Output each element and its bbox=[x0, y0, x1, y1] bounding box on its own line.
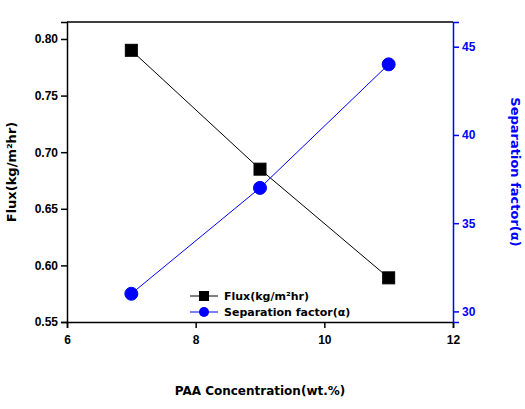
marker bbox=[125, 287, 138, 300]
tick-label: 0.65 bbox=[35, 202, 59, 216]
tick-mark bbox=[61, 152, 67, 154]
tick-label: 0.55 bbox=[35, 315, 59, 329]
tick: 35 bbox=[453, 217, 476, 231]
marker bbox=[125, 44, 137, 56]
tick-label: 0.80 bbox=[35, 32, 59, 46]
tick-mark bbox=[453, 46, 459, 48]
tick-label: 35 bbox=[462, 217, 476, 231]
tick-label: 12 bbox=[447, 333, 461, 347]
marker bbox=[382, 58, 395, 71]
tick: 6 bbox=[64, 322, 71, 347]
tick: 0.55 bbox=[35, 315, 67, 329]
marker bbox=[254, 163, 266, 175]
y-axis: 0.55 0.60 0.65 0.70 0.75 0.80 bbox=[35, 23, 68, 330]
tick: 0.60 bbox=[35, 259, 67, 273]
tick: 0.75 bbox=[35, 89, 67, 103]
tick-label: 30 bbox=[462, 305, 476, 319]
tick-label: 40 bbox=[462, 128, 476, 142]
axis-line bbox=[454, 23, 460, 323]
tick: 12 bbox=[447, 322, 461, 347]
legend-label: Flux(kg/m²hr) bbox=[224, 290, 309, 303]
tick-mark bbox=[61, 322, 67, 324]
tick-label: 6 bbox=[64, 333, 71, 347]
tick-label: 0.60 bbox=[35, 259, 59, 273]
tick-mark bbox=[61, 265, 67, 267]
axis-line bbox=[68, 323, 454, 329]
frame bbox=[67, 21, 453, 23]
plot: 6 8 10 12 0.55 0.60 0.65 0.70 0.75 0.80 30 35 40 45 Fl… bbox=[35, 22, 476, 347]
tick: 30 bbox=[453, 305, 476, 319]
tick-mark bbox=[61, 39, 67, 41]
tick-label: 45 bbox=[462, 40, 476, 54]
tick-mark bbox=[453, 135, 459, 137]
tick-mark bbox=[195, 322, 197, 328]
tick: 0.70 bbox=[35, 146, 67, 160]
tick: 8 bbox=[193, 322, 200, 347]
series-line bbox=[131, 50, 388, 278]
tick-mark bbox=[453, 311, 459, 313]
tick-label: 8 bbox=[193, 333, 200, 347]
chart: 6 8 10 12 0.55 0.60 0.65 0.70 0.75 0.80 30 35 40 45 Fl… bbox=[0, 0, 525, 409]
series-group bbox=[125, 44, 395, 300]
y2-axis: 30 35 40 45 bbox=[453, 23, 476, 323]
tick-label: 10 bbox=[318, 333, 332, 347]
tick: 40 bbox=[453, 128, 476, 142]
tick-label: 0.70 bbox=[35, 146, 59, 160]
tick: 10 bbox=[318, 322, 332, 347]
tick-mark bbox=[61, 209, 67, 211]
axis-line bbox=[61, 23, 68, 323]
legend-marker bbox=[199, 291, 209, 301]
tick-mark bbox=[61, 95, 67, 97]
legend-marker bbox=[199, 307, 209, 317]
marker bbox=[383, 272, 395, 284]
tick: 45 bbox=[453, 40, 476, 54]
marker bbox=[254, 181, 267, 194]
tick-label: 0.75 bbox=[35, 89, 59, 103]
legend-label: Separation factor(α) bbox=[224, 306, 350, 319]
series-line bbox=[131, 64, 388, 293]
y-axis-title: Flux(kg/m²hr) bbox=[4, 122, 19, 222]
x-axis-title: PAA Concentration(wt.%) bbox=[175, 384, 346, 398]
y2-axis-title: Separation factor(α) bbox=[508, 97, 523, 246]
tick: 0.65 bbox=[35, 202, 67, 216]
legend: Flux(kg/m²hr) Separation factor(α) bbox=[190, 290, 350, 319]
tick-mark bbox=[324, 322, 326, 328]
tick: 0.80 bbox=[35, 32, 67, 46]
tick-mark bbox=[453, 223, 459, 225]
x-axis: 6 8 10 12 bbox=[64, 322, 460, 347]
